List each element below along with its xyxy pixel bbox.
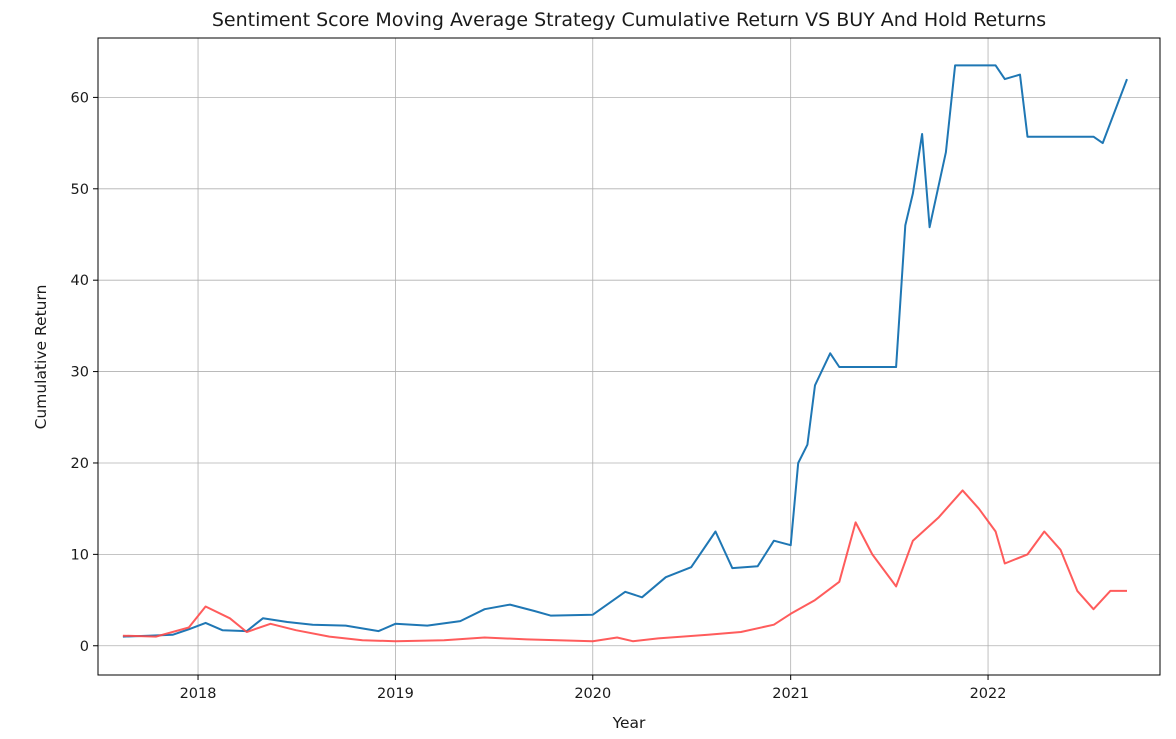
- y-axis-label: Cumulative Return: [32, 285, 50, 430]
- y-tick-label: 60: [71, 90, 89, 106]
- series-line-2: [122, 489, 1127, 643]
- chart-title: Sentiment Score Moving Average Strategy …: [212, 9, 1046, 31]
- x-tick-label: 2022: [970, 686, 1007, 702]
- y-tick-label: 40: [71, 273, 89, 289]
- y-tick-label: 0: [80, 639, 89, 655]
- grid-lines: [98, 38, 1160, 675]
- series-layer: [122, 64, 1128, 643]
- y-tick-label: 20: [71, 456, 89, 472]
- x-tick-label: 2019: [377, 686, 414, 702]
- series-line-1: [122, 64, 1128, 638]
- x-tick-label: 2018: [180, 686, 217, 702]
- y-tick-label: 50: [71, 182, 89, 198]
- x-axis-label: Year: [612, 714, 646, 732]
- x-tick-label: 2021: [772, 686, 809, 702]
- y-tick-label: 10: [71, 547, 89, 563]
- plot-frame: [97, 37, 1161, 676]
- x-tick-label: 2020: [574, 686, 611, 702]
- axis-ticks: 2018 2019 2020 2021 2022 0 10 20 30 40 50 60: [71, 90, 1007, 702]
- y-tick-label: 30: [71, 365, 89, 381]
